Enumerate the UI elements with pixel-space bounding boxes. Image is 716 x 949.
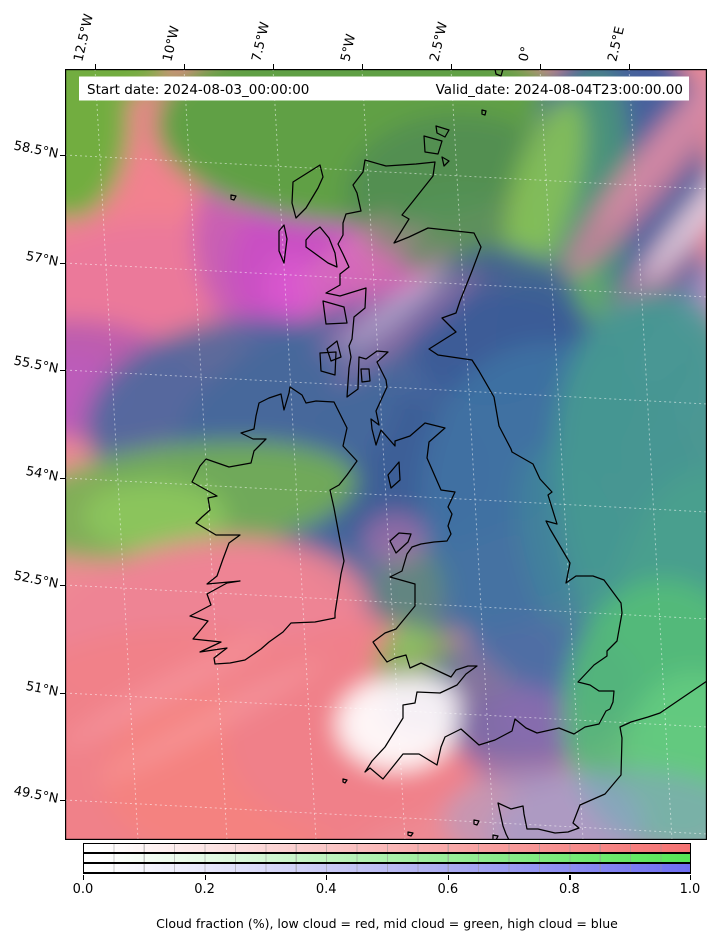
lat-tick (60, 478, 65, 480)
coastline-scilly (342, 778, 348, 784)
colorbar-band-high-cloud-blue (84, 864, 690, 873)
lat-tick-label: 55.5°N (12, 353, 60, 377)
lon-tick (451, 64, 453, 69)
colorbar-band-low-cloud-red (84, 844, 690, 852)
colorbar-tick (83, 875, 85, 880)
lat-tick (60, 370, 65, 372)
lon-tick-label: 2.5°E (605, 25, 628, 64)
coastline-jura (326, 340, 342, 362)
colorbar-tick (569, 875, 571, 880)
coastline-fair-isle (481, 109, 487, 116)
lat-tick (60, 263, 65, 265)
coastline-ouessant (407, 831, 414, 837)
colorbar-tick (690, 875, 692, 880)
coastline-guernsey (473, 819, 480, 826)
coastline-layer (189, 69, 707, 840)
lon-tick (184, 64, 186, 69)
coastline-arran (360, 368, 371, 383)
coastline-jersey (492, 834, 499, 840)
colorbar-divider (84, 852, 690, 855)
lon-tick (629, 64, 631, 69)
coastline-ireland (189, 386, 358, 665)
lat-tick-label: 51°N (24, 678, 60, 700)
lon-tick-label: 7.5°W (249, 20, 274, 63)
coastline-uists (278, 224, 288, 264)
coastline-islay (319, 351, 337, 376)
lon-tick-label: 12.5°W (71, 12, 97, 64)
cloud-fraction-map-image: Start date: 2024-08-03_00:00:00 Valid_da… (65, 69, 707, 840)
lat-tick-label: 52.5°N (12, 568, 60, 592)
coastline-skye (305, 226, 338, 268)
lon-tick-label: 2.5°W (427, 20, 452, 63)
graticule-gridlines (65, 69, 707, 840)
coastline-shetland-tip (494, 69, 504, 77)
colorbar-tick-label: 0.0 (72, 882, 94, 897)
coastline-anglesey (389, 532, 412, 554)
colorbar (83, 843, 691, 874)
colorbar-tick-label: 0.4 (315, 882, 337, 897)
map-border (65, 69, 707, 840)
lon-tick (95, 64, 97, 69)
lon-tick (273, 64, 275, 69)
coastline-st-kilda (230, 194, 237, 201)
coastline-orkney (423, 125, 450, 167)
lat-tick-label: 54°N (24, 463, 60, 485)
cloud-field-layer (65, 69, 707, 840)
coastline-isle-of-man (387, 461, 401, 489)
lon-tick-label: 10°W (160, 24, 184, 63)
colorbar-tick (326, 875, 328, 880)
lat-tick-label: 49.5°N (12, 783, 60, 807)
lat-tick (60, 693, 65, 695)
colorbar-tick-label: 1.0 (679, 882, 701, 897)
lat-tick-label: 57°N (24, 248, 60, 270)
map-panel: Start date: 2024-08-03_00:00:00 Valid_da… (65, 69, 707, 840)
lat-tick (60, 800, 65, 802)
lon-tick (362, 64, 364, 69)
coastline-lewis-harris (291, 164, 324, 219)
colorbar-divider (84, 862, 690, 865)
lat-tick-label: 58.5°N (12, 138, 60, 162)
title-strip: Start date: 2024-08-03_00:00:00 Valid_da… (79, 76, 689, 101)
lon-tick (540, 64, 542, 69)
colorbar-caption: Cloud fraction (%), low cloud = red, mid… (156, 916, 618, 931)
coastline-france (497, 680, 707, 840)
lon-tick-label: 5°W (338, 32, 360, 63)
colorbar-tick-label: 0.8 (559, 882, 580, 897)
coastline-great-britain (325, 159, 623, 780)
colorbar-tick-label: 0.6 (437, 882, 459, 897)
colorbar-tick (447, 875, 450, 880)
valid-date-text: Valid_date: 2024-08-04T23:00:00.00 (436, 82, 683, 98)
coastline-mull (322, 300, 348, 325)
lon-tick-label: 0° (516, 45, 535, 63)
colorbar-tick-label: 0.2 (194, 882, 215, 897)
lat-tick (60, 585, 65, 587)
start-date-text: Start date: 2024-08-03_00:00:00 (87, 82, 309, 98)
colorbar-band-mid-cloud-green (84, 854, 690, 863)
lat-tick (60, 155, 65, 157)
colorbar-tick (204, 875, 206, 880)
